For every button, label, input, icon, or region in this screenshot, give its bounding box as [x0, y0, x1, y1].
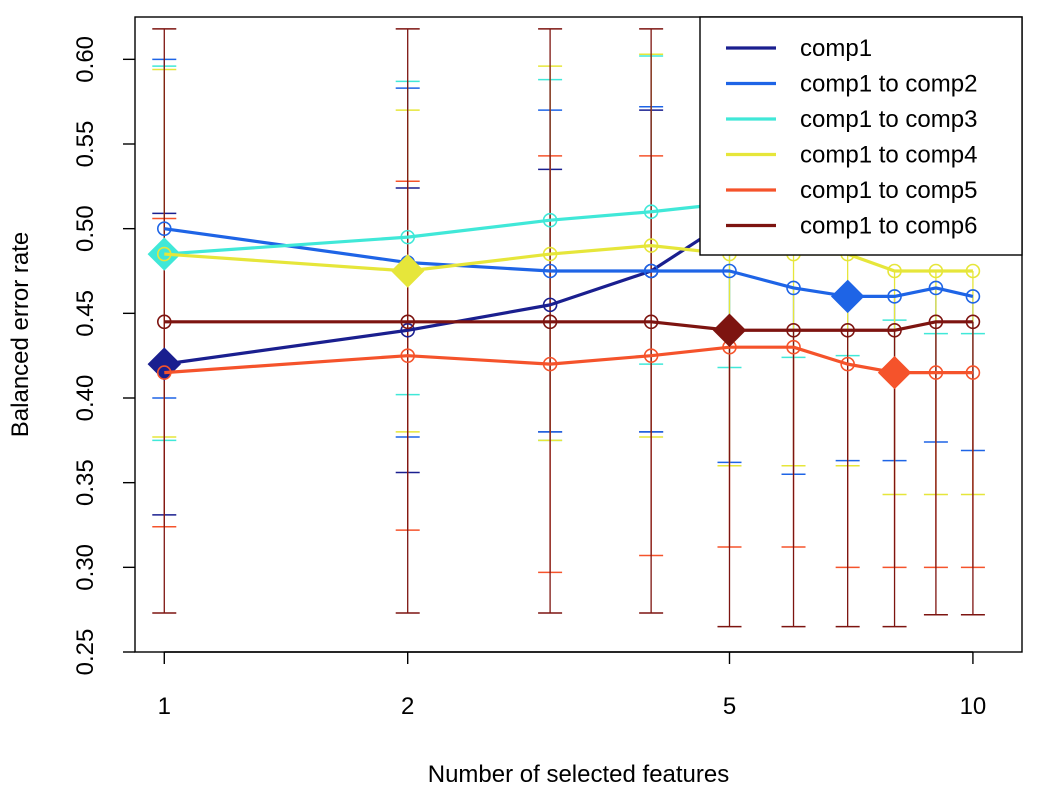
- data-point: [643, 314, 659, 330]
- optimal-marker: [830, 279, 865, 314]
- data-point: [156, 221, 172, 236]
- optimal-marker: [877, 355, 912, 390]
- series-line-6: [156, 313, 981, 347]
- y-tick-label: 0.40: [72, 375, 99, 422]
- legend-item: comp1 to comp3: [726, 106, 977, 133]
- data-point: [643, 204, 659, 220]
- data-point: [400, 322, 416, 338]
- y-tick-label: 0.35: [72, 459, 99, 506]
- data-point: [542, 356, 558, 372]
- data-point: [542, 314, 558, 330]
- x-tick-label: 5: [723, 693, 736, 720]
- legend-box: [699, 16, 1023, 256]
- legend-label: comp1 to comp5: [800, 177, 977, 204]
- data-point: [786, 322, 801, 338]
- series-line: [164, 201, 730, 256]
- series-line: [164, 345, 973, 375]
- legend-item: comp1 to comp6: [726, 213, 977, 240]
- data-point: [786, 280, 801, 296]
- data-point: [542, 246, 558, 262]
- legend-item: comp1 to comp5: [726, 177, 977, 204]
- data-point: [156, 314, 172, 330]
- y-tick-label: 0.25: [72, 629, 99, 676]
- axes: 1 2 5 10 0.25 0.30 0.35 0.40 0.45 0.50 0.55 0.60 Num…: [7, 16, 1023, 788]
- y-tick-label: 0.60: [72, 36, 99, 83]
- y-tick-label: 0.50: [72, 205, 99, 252]
- data-point: [722, 263, 737, 279]
- legend-label: comp1 to comp2: [800, 71, 977, 98]
- data-point: [928, 263, 944, 279]
- optimal-marker: [712, 313, 747, 347]
- optimal-marker: [147, 347, 181, 381]
- legend-label: comp1 to comp4: [800, 142, 977, 169]
- legend: comp1 comp1 to comp2 comp1 to comp3 comp1 t…: [699, 16, 1023, 256]
- data-point: [643, 348, 659, 363]
- legend-label: comp1 to comp3: [800, 106, 977, 133]
- y-axis-label: Balanced error rate: [7, 232, 34, 437]
- data-point: [965, 263, 981, 279]
- data-point: [643, 263, 659, 279]
- legend-item: comp1 to comp4: [726, 142, 977, 169]
- data-point: [786, 339, 801, 355]
- data-point: [542, 212, 558, 228]
- legend-item: comp1: [726, 35, 872, 62]
- data-point: [887, 289, 902, 304]
- data-point: [840, 322, 855, 338]
- series-line: [164, 218, 731, 366]
- legend-label: comp1 to comp6: [800, 213, 977, 240]
- data-point: [928, 365, 944, 380]
- y-tick-label: 0.30: [72, 544, 99, 591]
- data-point: [965, 314, 981, 330]
- data-point: [887, 322, 902, 338]
- series-line-5: [156, 339, 981, 390]
- series-line: [164, 227, 974, 298]
- series-line: [164, 320, 973, 332]
- data-point: [400, 314, 416, 330]
- data-point: [965, 365, 981, 380]
- data-point: [156, 365, 172, 380]
- data-point: [542, 263, 558, 279]
- legend-label: comp1: [800, 35, 872, 62]
- data-point: [156, 246, 172, 262]
- data-point: [400, 229, 416, 245]
- data-point: [928, 314, 944, 330]
- data-point: [887, 263, 902, 279]
- data-point: [542, 297, 558, 313]
- x-axis-label: Number of selected features: [428, 761, 730, 788]
- data-point: [400, 348, 416, 363]
- x-tick-label: 1: [158, 693, 171, 720]
- optimal-marker: [390, 254, 425, 288]
- y-tick-label: 0.55: [72, 121, 99, 168]
- y-tick-label: 0.45: [72, 290, 99, 337]
- x-tick-label: 2: [401, 693, 414, 720]
- legend-item: comp1 to comp2: [726, 71, 977, 98]
- x-tick-label: 10: [960, 693, 987, 720]
- data-point: [965, 289, 981, 304]
- data-point: [928, 280, 944, 296]
- data-point: [643, 238, 659, 253]
- data-point: [840, 356, 855, 372]
